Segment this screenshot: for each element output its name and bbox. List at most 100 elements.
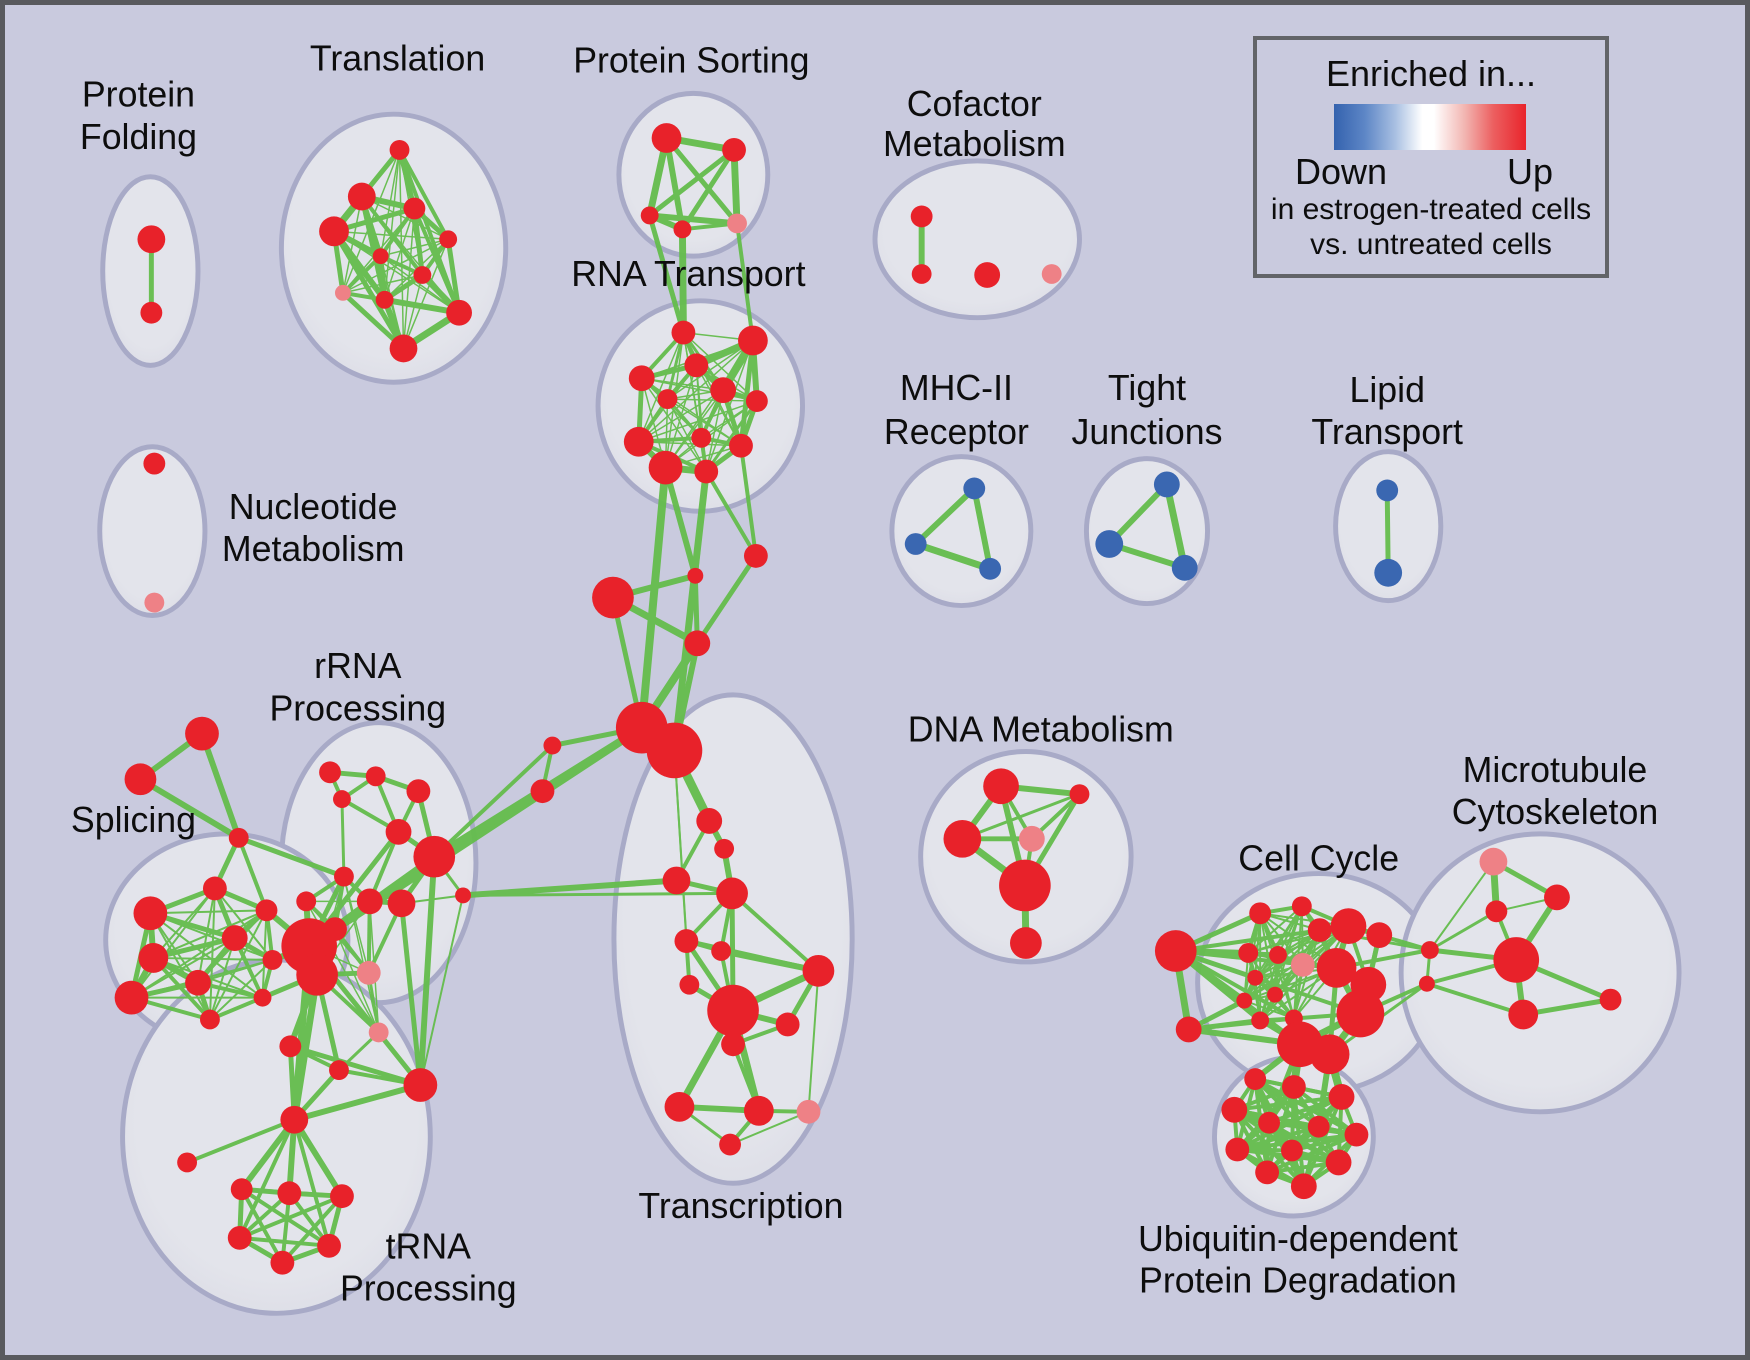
rrna-processing-node[interactable] [323,917,347,942]
rrna-processing-node[interactable] [279,1035,302,1058]
translation-node[interactable] [403,197,426,220]
microtubule-cytoskeleton-node[interactable] [1420,941,1439,959]
ubiquitin-degradation-node[interactable] [1325,1149,1352,1176]
rrna-processing-node[interactable] [334,866,354,887]
splicing-node[interactable] [255,899,278,922]
translation-node[interactable] [446,299,472,326]
cell-cycle-node[interactable] [1336,989,1385,1038]
protein-folding-node[interactable] [137,225,166,254]
splicing-node[interactable] [138,943,169,973]
cofactor-metabolism-node[interactable] [974,262,1001,288]
translation-node[interactable] [347,182,376,211]
trna-processing-node[interactable] [330,1184,354,1209]
mhc-ii-receptor-node[interactable] [904,533,927,555]
cofactor-metabolism-node[interactable] [1041,264,1062,284]
ubiquitin-degradation-node[interactable] [1225,1137,1250,1162]
rna-transport-node[interactable] [710,377,737,404]
transcription-node[interactable] [664,1091,695,1122]
mhc-ii-receptor-node[interactable] [963,477,986,500]
hub-node[interactable] [543,736,562,755]
translation-node[interactable] [319,216,349,247]
rna-transport-node[interactable] [745,390,768,412]
translation-node[interactable] [389,334,418,363]
transcription-node[interactable] [714,838,735,859]
rna-transport-node[interactable] [684,630,711,657]
trna-processing-node[interactable] [270,1250,295,1275]
trna-processing-node[interactable] [177,1152,198,1173]
splicing-node[interactable] [253,988,272,1007]
rna-transport-node[interactable] [691,427,712,448]
ubiquitin-degradation-node[interactable] [1221,1096,1248,1123]
transcription-node[interactable] [796,1099,821,1124]
cell-cycle-node[interactable] [1330,908,1367,945]
trna-processing-node[interactable] [277,1181,302,1206]
rrna-processing-node[interactable] [296,953,338,996]
ubiquitin-degradation-node[interactable] [1344,1122,1369,1147]
splicing-node[interactable] [133,896,168,931]
trna-processing-node[interactable] [280,1105,309,1134]
cell-cycle-node[interactable] [1247,969,1264,986]
ubiquitin-degradation-node[interactable] [1244,1068,1267,1090]
cell-cycle-node[interactable] [1291,896,1312,917]
transcription-node[interactable] [679,974,700,995]
rrna-processing-node[interactable] [319,761,341,784]
rrna-processing-node[interactable] [356,888,383,915]
ubiquitin-degradation-node[interactable] [1255,1160,1280,1185]
cell-cycle-node[interactable] [1269,946,1287,964]
transcription-node[interactable] [696,808,723,834]
dna-metabolism-node[interactable] [1069,784,1090,805]
rrna-processing-node[interactable] [296,891,317,912]
transcription-node[interactable] [802,954,835,987]
splicing-node[interactable] [228,827,249,848]
cell-cycle-node[interactable] [1251,1011,1270,1030]
cofactor-metabolism-node[interactable] [910,205,933,228]
tight-junctions-node[interactable] [1095,530,1124,558]
splicing-node[interactable] [185,969,211,996]
cell-cycle-node[interactable] [1267,986,1283,1003]
cell-cycle-node[interactable] [1307,918,1332,943]
transcription-node[interactable] [716,877,748,910]
translation-node[interactable] [375,290,394,309]
protein-sorting-node[interactable] [640,206,659,225]
microtubule-cytoskeleton-node[interactable] [1599,988,1622,1011]
transcription-node[interactable] [662,866,691,895]
transcription-node[interactable] [743,1095,774,1126]
ubiquitin-degradation-node[interactable] [1280,1139,1303,1162]
microtubule-cytoskeleton-node[interactable] [1418,975,1435,992]
rna-transport-node[interactable] [648,450,683,485]
splicing-node[interactable] [221,925,248,951]
rrna-processing-node[interactable] [356,960,381,985]
rrna-processing-node[interactable] [329,1060,349,1081]
protein-sorting-node[interactable] [727,213,747,234]
cofactor-metabolism-node[interactable] [911,264,932,284]
hub-node[interactable] [530,779,555,804]
microtubule-cytoskeleton-node[interactable] [1508,999,1539,1030]
tight-junctions-node[interactable] [1171,554,1198,581]
trna-processing-node[interactable] [227,1225,252,1250]
splicing-node[interactable] [200,1009,220,1030]
lipid-transport-node[interactable] [1376,479,1399,502]
ubiquitin-degradation-node[interactable] [1281,1075,1306,1099]
splicing-node[interactable] [124,763,157,796]
cell-cycle-node[interactable] [1290,952,1315,977]
dna-metabolism-node[interactable] [1018,825,1045,852]
tight-junctions-node[interactable] [1153,471,1180,498]
ubiquitin-degradation-node[interactable] [1258,1111,1280,1134]
dna-metabolism-node[interactable] [1010,927,1042,959]
translation-node[interactable] [335,284,351,301]
rrna-processing-node[interactable] [406,779,431,804]
ubiquitin-degradation-node[interactable] [1290,1173,1317,1200]
microtubule-cytoskeleton-node[interactable] [1493,937,1540,983]
rna-transport-node[interactable] [684,353,709,378]
transcription-node[interactable] [775,1012,800,1037]
hub-node[interactable] [646,722,703,779]
protein-folding-node[interactable] [140,301,163,324]
cell-cycle-node[interactable] [1175,1016,1202,1043]
transcription-node[interactable] [711,941,732,961]
rna-transport-node[interactable] [671,320,696,345]
cell-cycle-node[interactable] [1366,922,1393,949]
dna-metabolism-node[interactable] [943,819,982,858]
microtubule-cytoskeleton-node[interactable] [1479,847,1508,876]
rrna-processing-node[interactable] [455,887,471,904]
rrna-processing-node[interactable] [385,818,412,845]
